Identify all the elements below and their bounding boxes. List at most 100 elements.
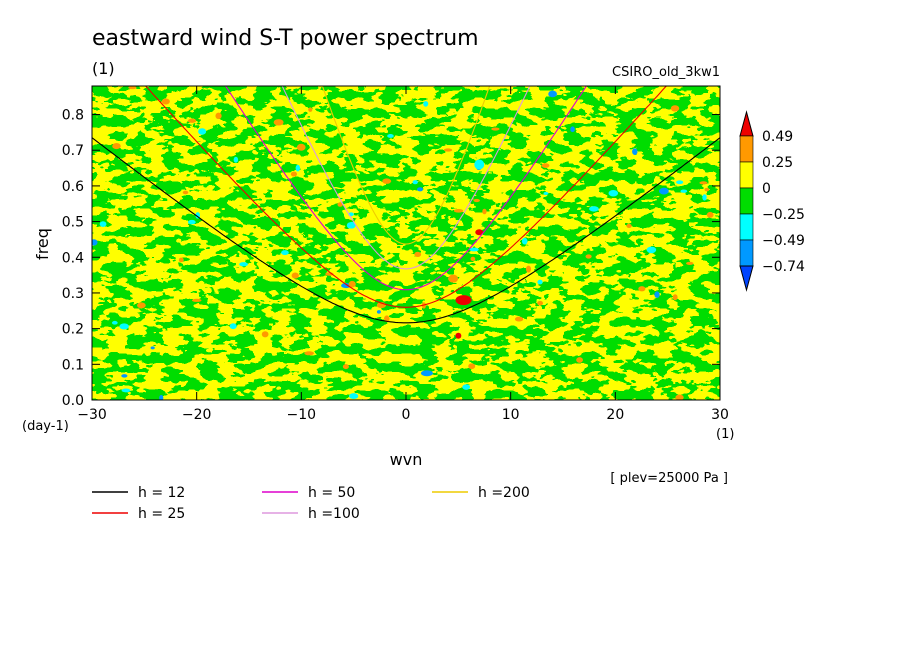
anomaly-patch	[585, 254, 592, 259]
anomaly-patch	[111, 320, 118, 325]
anomaly-patch	[462, 384, 471, 390]
anomaly-patch	[414, 251, 422, 258]
strong-anomaly	[455, 295, 472, 306]
anomaly-patch	[525, 265, 532, 273]
anomaly-patch	[632, 148, 638, 156]
y-tick-label: 0.7	[62, 143, 84, 159]
anomaly-patch	[159, 394, 164, 400]
anomaly-patch	[686, 261, 694, 265]
anomaly-patch	[543, 191, 549, 195]
x-tick-label: −10	[287, 407, 317, 423]
colorbar-label: 0.49	[762, 129, 793, 145]
colorbar-segment	[739, 239, 754, 267]
anomaly-patch	[675, 394, 684, 400]
anomaly-patch	[453, 208, 464, 213]
dispersion-curves	[92, 86, 720, 324]
y-unit-label: (day-1)	[22, 419, 69, 434]
anomaly-patch	[417, 187, 424, 192]
anomaly-patch	[99, 221, 107, 227]
anomaly-patch	[576, 357, 583, 363]
colorbar-label: −0.49	[762, 233, 805, 249]
anomaly-patch	[680, 189, 688, 193]
anomaly-patch	[161, 98, 170, 105]
anomaly-patch	[229, 323, 237, 330]
y-tick-label: 0.3	[62, 286, 84, 302]
anomaly-patch	[473, 198, 480, 203]
anomaly-patch	[514, 316, 524, 322]
plot-area	[92, 86, 720, 400]
anomaly-patch	[521, 237, 528, 245]
anomaly-patch	[491, 127, 500, 131]
dispersion-curve	[281, 86, 531, 270]
anomaly-patch	[150, 346, 155, 350]
anomaly-patch	[178, 257, 184, 263]
anomaly-patch	[412, 180, 418, 185]
anomaly-patch	[384, 315, 390, 323]
anomaly-patch	[121, 388, 131, 393]
anomaly-patch	[121, 374, 128, 378]
anomaly-patch	[281, 250, 289, 256]
y-tick-label: 0.1	[62, 357, 84, 373]
anomaly-patch	[273, 119, 284, 126]
pressure-level-note: [ plev=25000 Pa ]	[610, 471, 728, 486]
anomaly-patch	[469, 247, 479, 252]
dispersion-curve	[92, 137, 720, 324]
anomaly-patch	[704, 187, 710, 192]
strong-anomaly	[448, 274, 459, 283]
x-axis-label: wvn	[390, 450, 423, 469]
anomaly-patch	[304, 351, 315, 356]
anomaly-patch	[92, 239, 98, 246]
anomaly-patch	[541, 163, 550, 168]
anomaly-patch	[198, 128, 207, 135]
anomaly-patch	[537, 300, 543, 306]
x-axis: −30 −20 −10 0 10 20 30	[77, 86, 729, 423]
anomaly-patch	[589, 206, 599, 212]
anomaly-patch	[376, 310, 381, 314]
y-tick-label: 0.0	[62, 393, 84, 409]
anomaly-patch	[337, 202, 343, 207]
dispersion-curve	[321, 86, 491, 245]
x-unit-label: (1)	[716, 427, 734, 442]
anomaly-patch	[348, 221, 356, 229]
anomaly-patch	[702, 194, 707, 201]
y-tick-label: 0.4	[62, 250, 84, 266]
anomaly-patch	[646, 246, 657, 254]
anomaly-patch	[548, 90, 557, 98]
anomaly-patch	[672, 294, 678, 301]
strong-anomaly	[475, 229, 484, 236]
anomaly-patch	[261, 331, 269, 338]
anomaly-patch	[182, 190, 189, 195]
anomaly-patch	[570, 126, 575, 133]
y-tick-label: 0.6	[62, 179, 84, 195]
anomaly-patch	[128, 86, 137, 90]
anomaly-patch	[233, 156, 239, 163]
anomaly-patch	[423, 101, 429, 107]
anomaly-patch	[349, 393, 359, 400]
colorbar: 0.49 0.25 0 −0.25 −0.49 −0.74	[739, 110, 805, 292]
anomaly-patch	[119, 323, 129, 330]
x-tick-label: 30	[711, 407, 729, 423]
anomaly-patch	[382, 178, 392, 184]
anomaly-patch	[482, 208, 487, 215]
colorbar-label: 0	[762, 181, 771, 197]
anomaly-patch	[348, 280, 356, 288]
anomaly-patch	[470, 256, 476, 261]
y-axis-label: freq	[33, 228, 52, 260]
colorbar-bottom-arrow	[739, 265, 754, 292]
dispersion-curve	[144, 86, 668, 308]
anomaly-patch	[295, 164, 301, 172]
anomaly-patch	[676, 180, 684, 185]
y-axis: 0.0 0.1 0.2 0.3 0.4 0.5 0.6 0.7 0.8	[62, 108, 720, 409]
colorbar-segment	[739, 161, 754, 189]
anomaly-patch	[187, 219, 196, 225]
chart-title: eastward wind S-T power spectrum	[92, 26, 479, 51]
legend-label: h = 50	[308, 485, 355, 501]
legend: h = 12 h = 25 h = 50 h =100 h =200	[92, 485, 530, 522]
anomaly-patch	[706, 211, 714, 218]
colorbar-label: −0.74	[762, 259, 805, 275]
strong-anomaly	[420, 370, 433, 377]
anomaly-patch	[291, 272, 299, 279]
anomaly-patch	[290, 171, 298, 177]
legend-label: h = 12	[138, 485, 185, 501]
field-anomaly-patches	[92, 86, 714, 400]
